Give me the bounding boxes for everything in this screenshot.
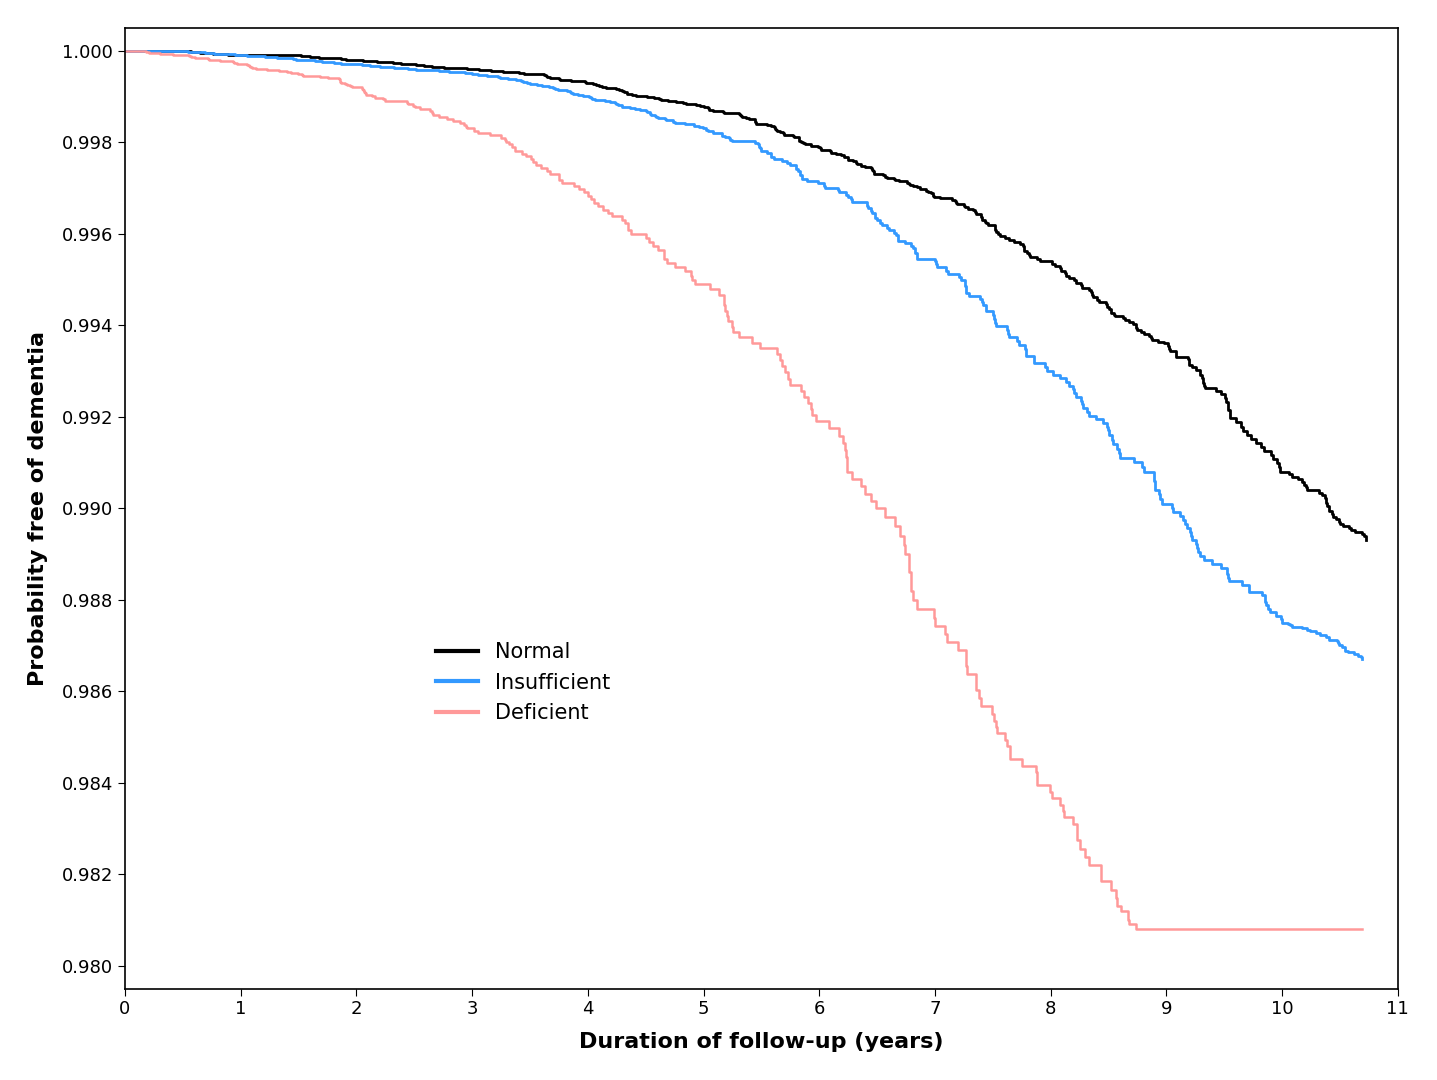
- Deficient: [116, 44, 134, 57]
- Insufficient: [124, 44, 141, 57]
- Normal: [769, 124, 786, 137]
- Insufficient: [313, 55, 331, 68]
- Normal: [116, 44, 134, 57]
- Normal: [924, 189, 941, 202]
- Normal: [973, 213, 990, 226]
- Insufficient: [422, 64, 440, 77]
- Deficient: [1193, 922, 1210, 935]
- Insufficient: [1354, 652, 1371, 665]
- Normal: [352, 54, 369, 67]
- Legend: Normal, Insufficient, Deficient: Normal, Insufficient, Deficient: [428, 634, 618, 731]
- Deficient: [1354, 922, 1371, 935]
- Insufficient: [874, 218, 891, 231]
- Deficient: [1331, 922, 1348, 935]
- Insufficient: [116, 44, 134, 57]
- Deficient: [1127, 922, 1144, 935]
- Line: Normal: Normal: [125, 51, 1367, 540]
- Normal: [973, 214, 990, 227]
- Normal: [865, 166, 882, 179]
- Insufficient: [466, 68, 483, 81]
- Insufficient: [638, 106, 655, 119]
- Deficient: [224, 55, 241, 68]
- Deficient: [341, 80, 358, 93]
- Line: Deficient: Deficient: [125, 51, 1362, 929]
- Line: Insufficient: Insufficient: [125, 51, 1362, 659]
- Deficient: [701, 283, 718, 296]
- X-axis label: Duration of follow-up (years): Duration of follow-up (years): [579, 1032, 944, 1052]
- Y-axis label: Probability free of dementia: Probability free of dementia: [27, 330, 47, 686]
- Normal: [1358, 534, 1375, 546]
- Deficient: [331, 73, 348, 86]
